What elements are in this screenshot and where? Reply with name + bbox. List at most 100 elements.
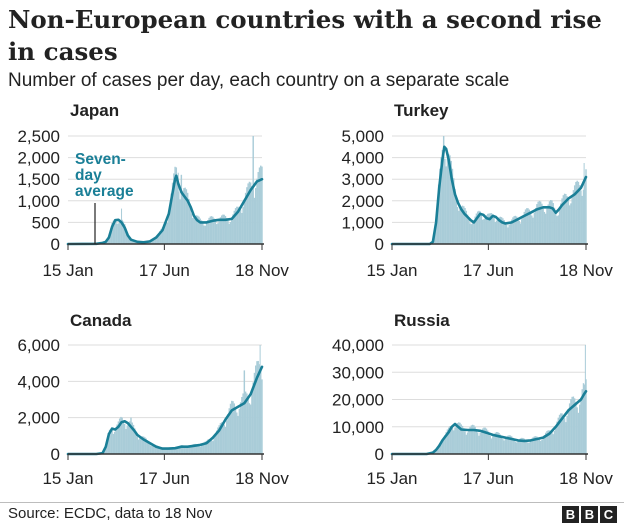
daily-bar — [246, 187, 248, 244]
daily-bar — [125, 429, 127, 454]
daily-bar — [516, 442, 518, 454]
daily-bar — [572, 190, 575, 244]
daily-bar — [227, 220, 229, 244]
daily-bar — [174, 166, 176, 244]
daily-bar — [468, 429, 470, 454]
daily-bar — [226, 217, 228, 244]
daily-bar — [227, 414, 229, 454]
daily-bar — [556, 216, 558, 244]
y-tick-label: 2,500 — [17, 127, 60, 146]
daily-bar — [121, 219, 123, 244]
daily-bar — [553, 207, 556, 244]
daily-bar — [126, 425, 128, 454]
daily-bar — [222, 214, 224, 244]
daily-bar — [176, 447, 179, 454]
x-tick-label: 15 Jan — [366, 261, 417, 280]
daily-bar — [450, 425, 452, 454]
y-tick-label: 0 — [51, 235, 60, 254]
daily-bar — [217, 223, 219, 244]
daily-bar — [550, 430, 552, 454]
daily-bar — [135, 432, 137, 454]
daily-bar — [159, 230, 161, 244]
daily-bar — [465, 210, 468, 244]
daily-bar — [145, 438, 147, 454]
daily-bar — [489, 213, 491, 244]
daily-bar — [113, 431, 116, 454]
daily-bar — [123, 423, 126, 454]
daily-bar — [565, 194, 567, 244]
x-tick-label: 17 Jun — [139, 261, 190, 280]
daily-bar — [518, 220, 520, 244]
daily-bar — [551, 200, 553, 244]
daily-bar — [505, 436, 508, 454]
daily-bar — [147, 442, 150, 454]
daily-bar — [539, 201, 542, 244]
daily-bar — [132, 424, 135, 454]
daily-spike — [130, 417, 132, 454]
daily-bar — [170, 193, 172, 244]
daily-bar — [151, 445, 154, 454]
daily-bar — [165, 222, 167, 244]
y-tick-label: 30,000 — [332, 363, 384, 382]
panel-canada: Canada 0 2,000 4,000 6,000 15 Jan 17 Jun 18 Nov — [17, 311, 289, 488]
daily-bar — [475, 429, 478, 454]
daily-bar — [189, 205, 191, 244]
daily-bar — [131, 240, 133, 244]
daily-bar — [546, 431, 548, 454]
daily-bar — [251, 185, 253, 244]
daily-bar — [223, 424, 225, 454]
daily-bar — [161, 449, 164, 454]
daily-bar — [129, 421, 131, 454]
daily-bar — [459, 207, 461, 244]
daily-bar — [107, 237, 110, 244]
x-tick-label: 17 Jun — [139, 469, 190, 488]
daily-bar — [575, 181, 577, 244]
y-tick-label: 4,000 — [17, 372, 60, 391]
daily-bar — [524, 439, 527, 454]
daily-bar — [261, 379, 263, 454]
y-tick-label: 5,000 — [341, 127, 384, 146]
daily-bar — [541, 439, 543, 454]
daily-bar — [534, 436, 537, 454]
daily-bar — [503, 440, 505, 454]
daily-bar — [461, 205, 464, 244]
y-tick-label: 2,000 — [341, 192, 384, 211]
daily-bar — [526, 208, 528, 244]
daily-bar — [436, 203, 439, 244]
daily-bar — [190, 213, 193, 244]
daily-bar — [220, 215, 223, 244]
daily-bar — [453, 178, 455, 244]
daily-bar — [232, 401, 234, 454]
daily-bar — [126, 233, 128, 244]
daily-bar — [131, 422, 133, 454]
daily-bar — [538, 200, 541, 244]
daily-bar — [536, 204, 538, 244]
daily-bar — [193, 444, 195, 454]
x-tick-label: 15 Jan — [366, 469, 417, 488]
daily-bar — [238, 408, 241, 454]
daily-bar — [509, 221, 512, 244]
bbc-logo-letter: C — [600, 506, 617, 523]
daily-bar — [512, 437, 514, 454]
daily-bar — [456, 423, 459, 454]
daily-bar — [440, 444, 442, 454]
daily-bar — [527, 442, 529, 454]
daily-bar — [449, 155, 451, 244]
daily-bar — [577, 181, 580, 244]
daily-bar — [234, 208, 237, 244]
daily-bar — [154, 239, 156, 244]
daily-bar — [249, 182, 252, 244]
daily-bar — [183, 188, 185, 244]
daily-spike — [177, 172, 179, 244]
daily-bar — [560, 413, 562, 454]
daily-spike — [580, 398, 582, 454]
y-tick-label: 6,000 — [17, 336, 60, 355]
daily-bar — [116, 223, 118, 244]
daily-bar — [478, 210, 480, 244]
daily-bar — [514, 441, 517, 454]
daily-bar — [238, 207, 241, 244]
daily-bar — [528, 209, 531, 244]
daily-bar — [471, 424, 474, 454]
daily-bar — [447, 427, 450, 454]
daily-bar — [441, 442, 444, 454]
